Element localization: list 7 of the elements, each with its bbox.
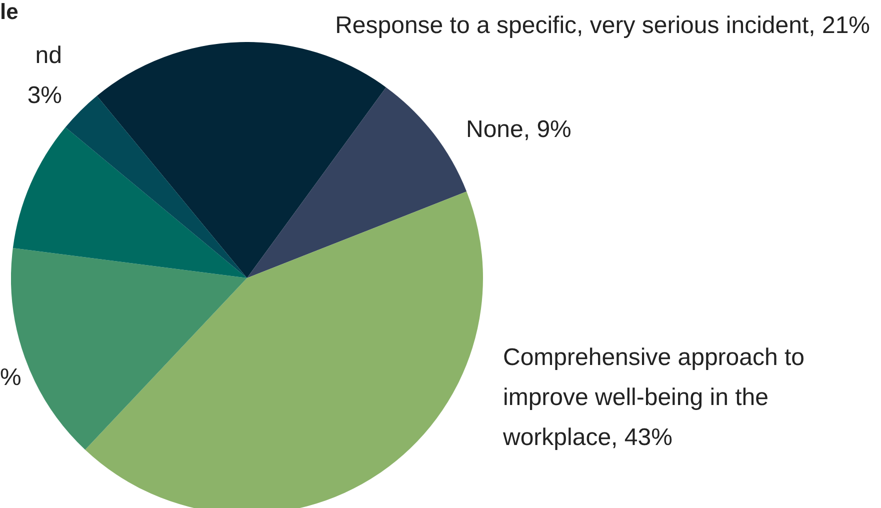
slice-label: Response to a specific, very serious incident, 21% [334, 11, 870, 41]
data-label: % [0, 363, 22, 393]
slice-label: nd [35, 42, 62, 69]
slice-label: None, 9% [466, 115, 572, 145]
data-label: 3% [27, 82, 62, 109]
slice-label: Comprehensive approach to improve well-being in the workplace, 43% [503, 343, 806, 453]
chart-title: le [0, 0, 18, 24]
